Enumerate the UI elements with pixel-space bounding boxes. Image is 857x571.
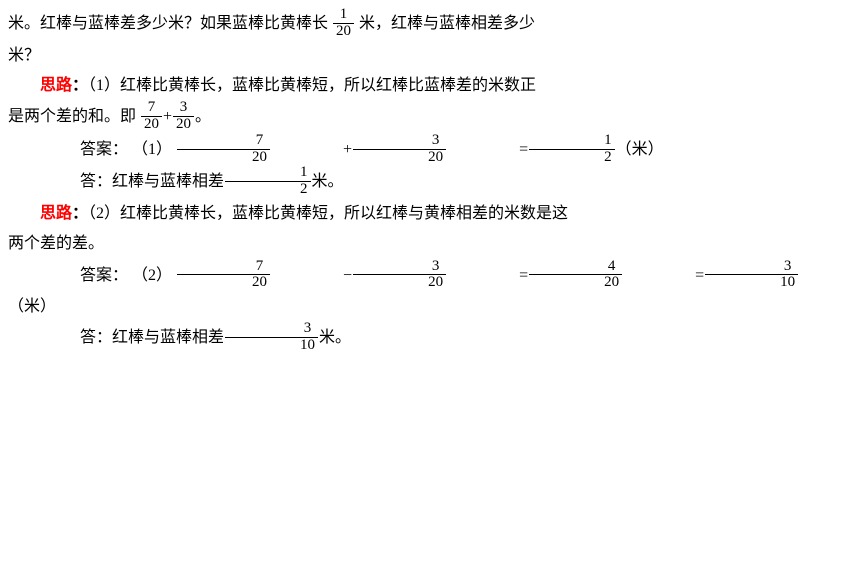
document-page: 米。红棒与蓝棒差多少米？如果蓝棒比黄棒长 1 20 米，红棒与蓝棒相差多少 米？…: [0, 0, 857, 355]
question-text-line2: 米？: [8, 47, 40, 64]
answer-2-post: 米。: [319, 329, 351, 346]
thought-1-line-1: 思路：（1）红棒比黄棒长，蓝棒比黄棒短，所以红棒比蓝棒差的米数正: [8, 71, 845, 101]
fraction-3-10-b: 3 10: [224, 321, 319, 354]
fraction-3-20-b: 3 20: [352, 133, 447, 166]
answer-1-equation: 答案： （1） 7 20 + 3 20 = 1 2 （米）: [8, 134, 845, 167]
equals-sign: =: [623, 261, 704, 291]
answer-1-number: （1）: [132, 141, 172, 158]
fraction-7-20-b: 7 20: [176, 133, 271, 166]
answer-1-sentence: 答：红棒与蓝棒相差 1 2 米。: [8, 166, 845, 199]
answer-2-number: （2）: [132, 266, 172, 283]
equals-sign: =: [447, 261, 528, 291]
thought-2-text-a: （2）红棒比黄棒长，蓝棒比黄棒短，所以红棒与黄棒相差的米数是这: [88, 205, 568, 222]
answer-1-post: 米。: [312, 173, 344, 190]
answer-label: 答案：: [80, 266, 128, 283]
fraction-4-20: 4 20: [528, 259, 623, 292]
thought-2-line-1: 思路：（2）红棒比黄棒长，蓝棒比黄棒短，所以红棒与黄棒相差的米数是这: [8, 199, 845, 229]
unit-meters: （米）: [8, 298, 56, 315]
fraction-1-2-a: 1 2: [528, 133, 616, 166]
thought-label: 思路: [40, 205, 72, 222]
unit-meters: （米）: [616, 141, 664, 158]
equals-sign: =: [447, 135, 528, 165]
fraction-7-20-c: 7 20: [176, 259, 271, 292]
fraction-3-20-a: 3 20: [172, 100, 195, 133]
period: 。: [195, 108, 211, 125]
colon: ：: [72, 205, 88, 222]
fraction-3-10-a: 3 10: [704, 259, 799, 292]
thought-1-line-2: 是两个差的和。即 7 20 + 3 20 。: [8, 101, 845, 134]
thought-1-text-a: （1）红棒比黄棒长，蓝棒比黄棒短，所以红棒比蓝棒差的米数正: [88, 77, 536, 94]
fraction-1-2-b: 1 2: [224, 165, 312, 198]
thought-2-text-b: 两个差的差。: [8, 235, 104, 252]
question-line-1: 米。红棒与蓝棒差多少米？如果蓝棒比黄棒长 1 20 米，红棒与蓝棒相差多少: [8, 8, 845, 41]
answer-2-pre: 答：红棒与蓝棒相差: [80, 329, 224, 346]
plus-sign: +: [271, 135, 352, 165]
colon: ：: [72, 77, 88, 94]
thought-2-line-2: 两个差的差。: [8, 229, 845, 259]
answer-1-pre: 答：红棒与蓝棒相差: [80, 173, 224, 190]
question-line-2: 米？: [8, 41, 845, 71]
minus-sign: −: [271, 261, 352, 291]
fraction-1-20: 1 20: [332, 7, 355, 40]
answer-label: 答案：: [80, 141, 128, 158]
question-text-seg2: 米，红棒与蓝棒相差多少: [359, 15, 535, 32]
thought-1-text-b-pre: 是两个差的和。即: [8, 108, 136, 125]
fraction-3-20-c: 3 20: [352, 259, 447, 292]
answer-2-equation: 答案： （2） 7 20 − 3 20 = 4 20 = 3 10 （米）: [8, 260, 845, 323]
plus-sign: +: [163, 102, 172, 132]
answer-2-sentence: 答：红棒与蓝棒相差 3 10 米。: [8, 322, 845, 355]
thought-label: 思路: [40, 77, 72, 94]
fraction-7-20-a: 7 20: [140, 100, 163, 133]
question-text-seg1: 米。红棒与蓝棒差多少米？如果蓝棒比黄棒长: [8, 15, 328, 32]
